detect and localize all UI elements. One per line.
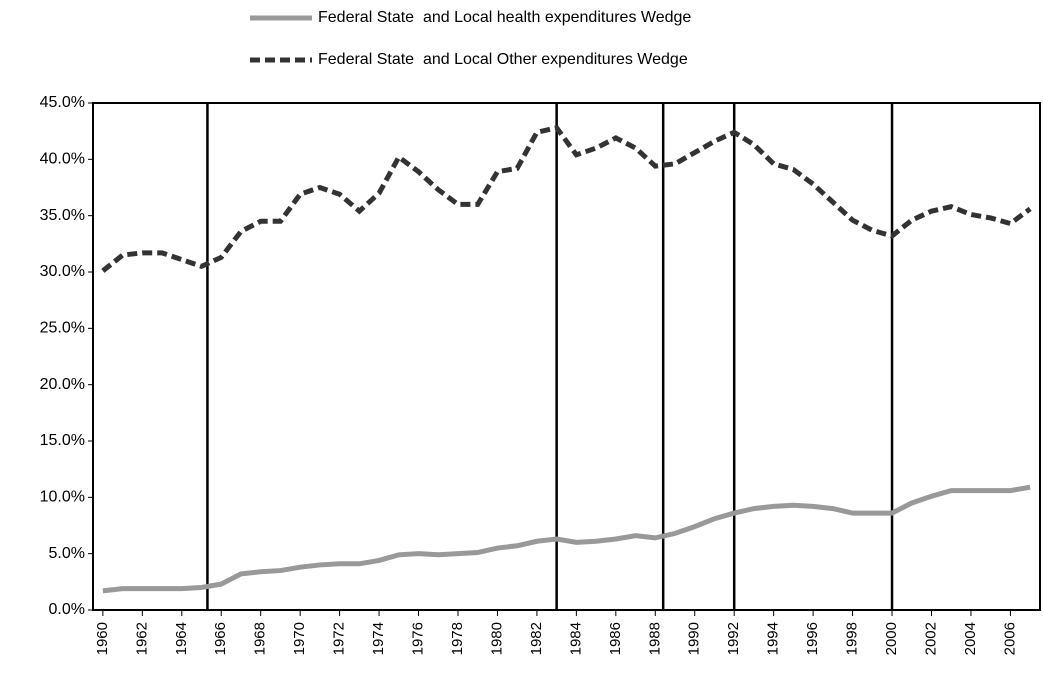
y-tick-label: 10.0%	[40, 489, 85, 506]
y-tick-label: 25.0%	[40, 320, 85, 337]
x-tick-label: 1962	[133, 622, 150, 655]
y-tick-label: 15.0%	[40, 432, 85, 449]
y-tick-label: 30.0%	[40, 263, 85, 280]
legend-label: Federal State and Local Other expenditur…	[318, 51, 688, 68]
x-tick-label: 1972	[331, 622, 348, 655]
y-tick-label: 20.0%	[40, 376, 85, 393]
x-tick-label: 1990	[686, 622, 703, 655]
x-tick-label: 1968	[252, 622, 269, 655]
x-tick-label: 1984	[567, 622, 584, 655]
legend-label: Federal State and Local health expenditu…	[318, 9, 691, 26]
x-tick-label: 2004	[962, 622, 979, 655]
y-tick-label: 0.0%	[49, 601, 85, 618]
series-line	[101, 124, 1032, 273]
x-tick-label: 1998	[844, 622, 861, 655]
x-tick-label: 1974	[370, 622, 387, 655]
x-tick-label: 1964	[173, 622, 190, 655]
x-tick-label: 2006	[1001, 622, 1018, 655]
x-tick-label: 1966	[212, 622, 229, 655]
x-tick-label: 1970	[291, 622, 308, 655]
x-tick-label: 2002	[922, 622, 939, 655]
x-tick-label: 1994	[765, 622, 782, 655]
y-tick-label: 35.0%	[40, 207, 85, 224]
y-tick-label: 45.0%	[40, 94, 85, 111]
x-tick-label: 1960	[94, 622, 111, 655]
x-tick-label: 1992	[725, 622, 742, 655]
plot-frame	[92, 102, 1041, 611]
x-tick-label: 1976	[410, 622, 427, 655]
x-tick-label: 1980	[488, 622, 505, 655]
x-tick-label: 1988	[646, 622, 663, 655]
series-line	[102, 484, 1031, 594]
x-tick-label: 1982	[528, 622, 545, 655]
x-tick-label: 1978	[449, 622, 466, 655]
x-tick-label: 2000	[883, 622, 900, 655]
x-tick-label: 1996	[804, 622, 821, 655]
y-tick-label: 5.0%	[49, 545, 85, 562]
x-tick-label: 1986	[607, 622, 624, 655]
y-tick-label: 40.0%	[40, 151, 85, 168]
